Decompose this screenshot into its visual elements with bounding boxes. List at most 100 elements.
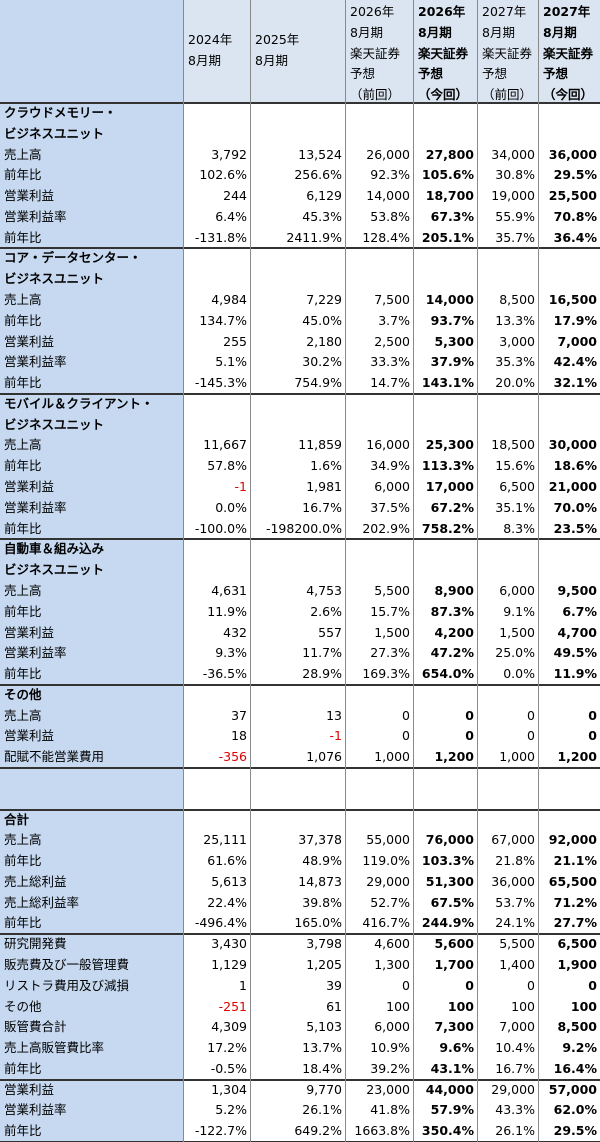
cell: 6.7%: [562, 603, 597, 619]
cell: 18.4%: [302, 1060, 342, 1076]
cell: 39: [326, 977, 342, 993]
cell: 0: [527, 707, 535, 723]
column-header: 楽天証券: [482, 45, 533, 61]
cell: 0: [588, 977, 597, 993]
column-header: 楽天証券: [543, 45, 594, 61]
cell: 76,000: [425, 832, 474, 848]
cell: 18.6%: [553, 458, 597, 474]
group-border: [0, 808, 600, 811]
cell: 7,300: [434, 1019, 474, 1035]
cell: 11,859: [298, 437, 342, 453]
row-label: 営業利益: [4, 479, 55, 495]
cell: 8,500: [499, 292, 535, 308]
cell: 7,000: [499, 1019, 535, 1035]
column-header: 予想: [418, 66, 444, 82]
column-header: 2025年: [255, 32, 300, 47]
cell: 9,770: [306, 1081, 342, 1097]
cell: 1,300: [374, 956, 410, 972]
cell: 1,200: [434, 749, 474, 765]
cell: 35.3%: [495, 354, 535, 370]
row-label: 販売費及び一般管理費: [4, 956, 130, 972]
row-label: 売上高: [4, 707, 42, 723]
cell: 16.7%: [302, 499, 342, 515]
cell: 17.2%: [207, 1040, 247, 1056]
cell: 55,000: [366, 832, 410, 848]
cell: 557: [318, 624, 342, 640]
row-label: 前年比: [4, 666, 42, 682]
group-title: コア・データセンター・: [4, 250, 142, 266]
cell: -198200.0%: [265, 520, 342, 536]
cell: 1,129: [211, 956, 247, 972]
cell: 41.8%: [370, 1102, 410, 1118]
cell: 100: [386, 998, 410, 1014]
cell: 0.0%: [215, 499, 247, 515]
cell: 1,700: [434, 956, 474, 972]
cell: 0: [465, 707, 474, 723]
cell: 0: [588, 728, 597, 744]
cell: 23,000: [366, 1081, 410, 1097]
row-label: 前年比: [4, 458, 42, 474]
cell: 37,378: [298, 832, 342, 848]
cell: 350.4%: [421, 1123, 474, 1139]
cell: 61.6%: [207, 853, 247, 869]
cell: 27.3%: [370, 645, 410, 661]
cell: 22.4%: [207, 894, 247, 910]
cell: 7,000: [557, 333, 597, 349]
cell: 4,600: [374, 936, 410, 952]
cell: 16,500: [548, 292, 597, 308]
row-label: 売上高販管費比率: [4, 1040, 105, 1056]
cell: 10.9%: [370, 1040, 410, 1056]
cell: 1,500: [499, 624, 535, 640]
cell: 18,500: [491, 437, 535, 453]
cell: 100: [570, 998, 597, 1014]
cell: 29.5%: [553, 167, 597, 183]
cell: -145.3%: [194, 375, 247, 391]
group-border: [0, 247, 600, 250]
cell: 30.2%: [302, 354, 342, 370]
cell: 0.0%: [503, 666, 535, 682]
cell: 11,667: [203, 437, 247, 453]
column-header: 予想: [543, 66, 569, 82]
cell: 30.8%: [495, 167, 535, 183]
cell: 202.9%: [362, 520, 410, 536]
cell: 93.7%: [430, 312, 474, 328]
cell: 61: [326, 998, 342, 1014]
cell: 26.1%: [302, 1102, 342, 1118]
cell: 18,700: [425, 188, 474, 204]
column-header: 2027年: [543, 4, 591, 19]
cell: 25,500: [548, 188, 597, 204]
cell: 5,300: [434, 333, 474, 349]
cell: 92.3%: [370, 167, 410, 183]
cell: 7,500: [374, 292, 410, 308]
column-line: [413, 0, 414, 1142]
cell: 55.9%: [495, 208, 535, 224]
row-label: 販管費合計: [4, 1019, 67, 1035]
column-header: 8月期: [255, 52, 288, 68]
cell: 649.2%: [294, 1123, 342, 1139]
cell: 6,500: [499, 479, 535, 495]
cell: 43.1%: [430, 1060, 474, 1076]
cell: 13,524: [298, 146, 342, 162]
cell: 57.8%: [207, 458, 247, 474]
cell: 5.1%: [215, 354, 247, 370]
cell: 1,304: [211, 1081, 247, 1097]
cell: 19,000: [491, 188, 535, 204]
cell: 67.5%: [430, 894, 474, 910]
cell: 5,613: [211, 873, 247, 889]
cell: 4,753: [306, 582, 342, 598]
cell: 57.9%: [430, 1102, 474, 1118]
cell: 1: [239, 977, 247, 993]
cell: 255: [223, 333, 247, 349]
cell: 35.7%: [495, 229, 535, 245]
cell: 5,500: [499, 936, 535, 952]
cell: 14,000: [366, 188, 410, 204]
row-label: 前年比: [4, 603, 42, 619]
cell: 1,205: [306, 956, 342, 972]
row-label: 前年比: [4, 312, 42, 328]
column-header: 予想: [350, 66, 376, 82]
group-title: モバイル＆クライアント・: [4, 395, 154, 411]
column-header: （今回）: [418, 87, 469, 103]
cell: 62.0%: [553, 1102, 597, 1118]
cell: 67,000: [491, 832, 535, 848]
row-label: 営業利益: [4, 1081, 55, 1097]
